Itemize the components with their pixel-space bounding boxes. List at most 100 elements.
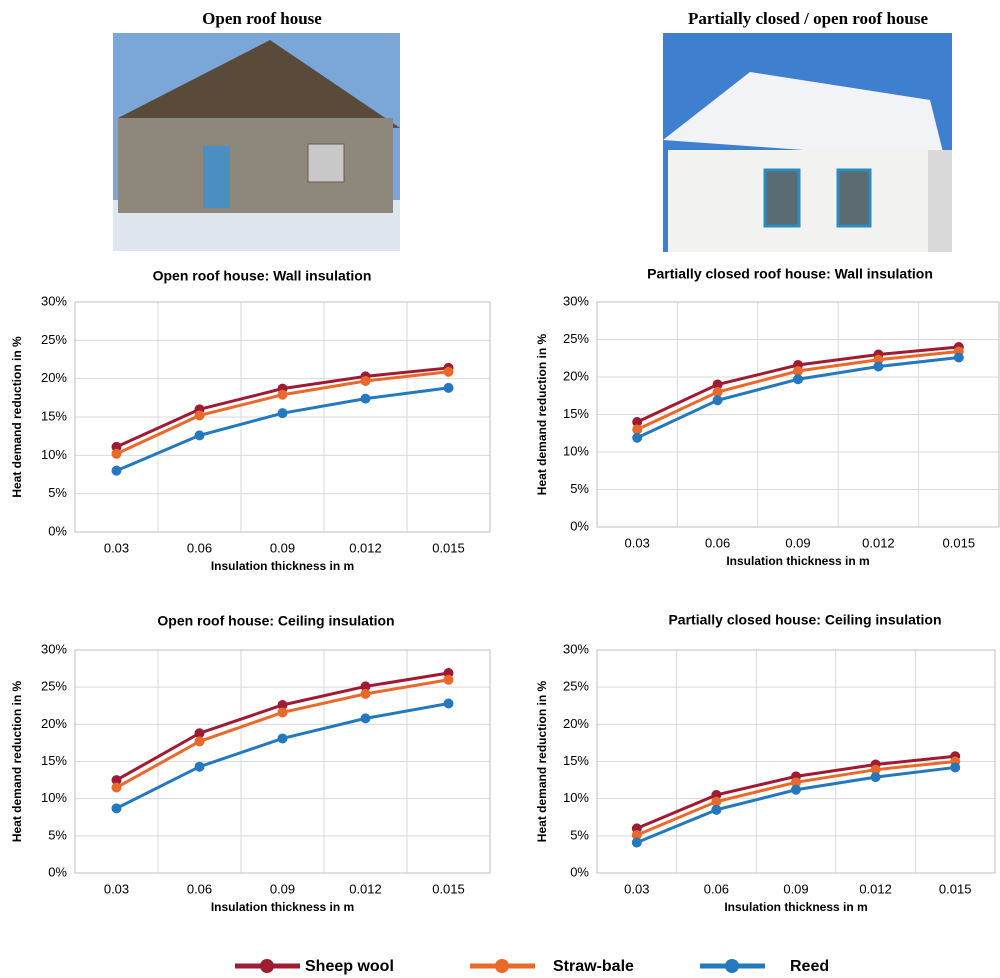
x-tick-label: 0.03 xyxy=(625,535,650,550)
chart-title: Open roof house: Ceiling insulation xyxy=(157,613,394,629)
y-tick-label: 0% xyxy=(48,864,67,879)
y-tick-label: 20% xyxy=(563,368,589,383)
x-axis-title: Insulation thickness in m xyxy=(726,554,869,568)
y-tick-label: 5% xyxy=(570,481,589,496)
y-tick-label: 20% xyxy=(41,370,67,385)
legend-label: Straw-bale xyxy=(553,958,634,975)
y-tick-label: 25% xyxy=(41,679,67,694)
chart-title: Partially closed roof house: Wall insula… xyxy=(647,266,933,282)
y-tick-label: 5% xyxy=(48,485,67,500)
y-tick-label: 25% xyxy=(563,679,589,694)
y-tick-label: 30% xyxy=(563,641,589,656)
x-tick-label: 0.015 xyxy=(432,881,465,896)
y-tick-label: 25% xyxy=(563,331,589,346)
y-axis-title: Heat demand reduction in % xyxy=(535,333,549,495)
x-tick-label: 0.09 xyxy=(783,881,808,896)
x-axis-title: Insulation thickness in m xyxy=(211,559,354,573)
x-tick-label: 0.06 xyxy=(187,540,212,555)
x-axis-title: Insulation thickness in m xyxy=(724,900,867,914)
data-point xyxy=(278,733,288,743)
y-tick-label: 15% xyxy=(563,753,589,768)
y-tick-label: 0% xyxy=(570,518,589,533)
y-tick-label: 0% xyxy=(48,523,67,538)
y-tick-label: 30% xyxy=(41,641,67,656)
y-tick-label: 5% xyxy=(48,827,67,842)
data-point xyxy=(195,410,205,420)
y-tick-label: 30% xyxy=(41,293,67,308)
data-point xyxy=(195,430,205,440)
x-tick-label: 0.015 xyxy=(432,540,465,555)
data-point xyxy=(361,376,371,386)
data-point xyxy=(871,772,881,782)
x-tick-label: 0.012 xyxy=(349,881,382,896)
chart-title: Open roof house: Wall insulation xyxy=(153,268,372,284)
x-tick-label: 0.015 xyxy=(939,881,972,896)
legend-label: Sheep wool xyxy=(305,958,394,975)
series-line xyxy=(637,347,959,422)
data-point xyxy=(195,762,205,772)
y-tick-label: 20% xyxy=(563,716,589,731)
data-point xyxy=(278,707,288,717)
series-line xyxy=(117,704,449,809)
x-tick-label: 0.012 xyxy=(349,540,382,555)
data-point xyxy=(793,374,803,384)
x-tick-label: 0.03 xyxy=(624,881,649,896)
y-tick-label: 10% xyxy=(41,447,67,462)
legend-marker xyxy=(725,959,739,973)
photo-open-roof xyxy=(113,33,400,251)
x-tick-label: 0.06 xyxy=(187,881,212,896)
photo-partially-closed xyxy=(663,33,952,252)
data-point xyxy=(361,394,371,404)
data-point xyxy=(873,362,883,372)
data-point xyxy=(632,433,642,443)
chart-title: Partially closed house: Ceiling insulati… xyxy=(668,612,941,628)
y-tick-label: 10% xyxy=(563,443,589,458)
data-point xyxy=(278,390,288,400)
data-point xyxy=(195,736,205,746)
y-tick-label: 5% xyxy=(570,827,589,842)
x-tick-label: 0.06 xyxy=(704,881,729,896)
data-point xyxy=(444,383,454,393)
y-tick-label: 25% xyxy=(41,332,67,347)
data-point xyxy=(791,785,801,795)
x-tick-label: 0.06 xyxy=(705,535,730,550)
data-point xyxy=(444,675,454,685)
data-point xyxy=(713,395,723,405)
legend-marker xyxy=(260,959,274,973)
data-point xyxy=(361,689,371,699)
data-point xyxy=(112,449,122,459)
y-axis-title: Heat demand reduction in % xyxy=(535,680,549,842)
x-tick-label: 0.03 xyxy=(104,540,129,555)
data-point xyxy=(711,805,721,815)
legend-label: Reed xyxy=(790,958,829,975)
y-tick-label: 10% xyxy=(41,790,67,805)
y-tick-label: 0% xyxy=(570,864,589,879)
data-point xyxy=(950,762,960,772)
y-tick-label: 15% xyxy=(563,406,589,421)
y-tick-label: 15% xyxy=(41,753,67,768)
data-point xyxy=(112,803,122,813)
x-tick-label: 0.012 xyxy=(862,535,895,550)
x-tick-label: 0.09 xyxy=(270,540,295,555)
y-axis-title: Heat demand reduction in % xyxy=(10,336,24,498)
figure: Open roof house Partially closed / open … xyxy=(0,0,1000,978)
y-tick-label: 15% xyxy=(41,408,67,423)
data-point xyxy=(361,713,371,723)
x-tick-label: 0.012 xyxy=(859,881,892,896)
data-point xyxy=(112,783,122,793)
x-tick-label: 0.09 xyxy=(270,881,295,896)
y-tick-label: 30% xyxy=(563,293,589,308)
x-axis-title: Insulation thickness in m xyxy=(211,900,354,914)
x-tick-label: 0.03 xyxy=(104,881,129,896)
data-point xyxy=(632,838,642,848)
y-axis-title: Heat demand reduction in % xyxy=(10,680,24,842)
x-tick-label: 0.09 xyxy=(785,535,810,550)
x-tick-label: 0.015 xyxy=(943,535,976,550)
data-point xyxy=(954,353,964,363)
data-point xyxy=(112,466,122,476)
data-point xyxy=(278,408,288,418)
series-line xyxy=(117,368,449,447)
photo-title: Partially closed / open roof house xyxy=(688,9,928,28)
y-tick-label: 10% xyxy=(563,790,589,805)
legend-marker xyxy=(495,959,509,973)
